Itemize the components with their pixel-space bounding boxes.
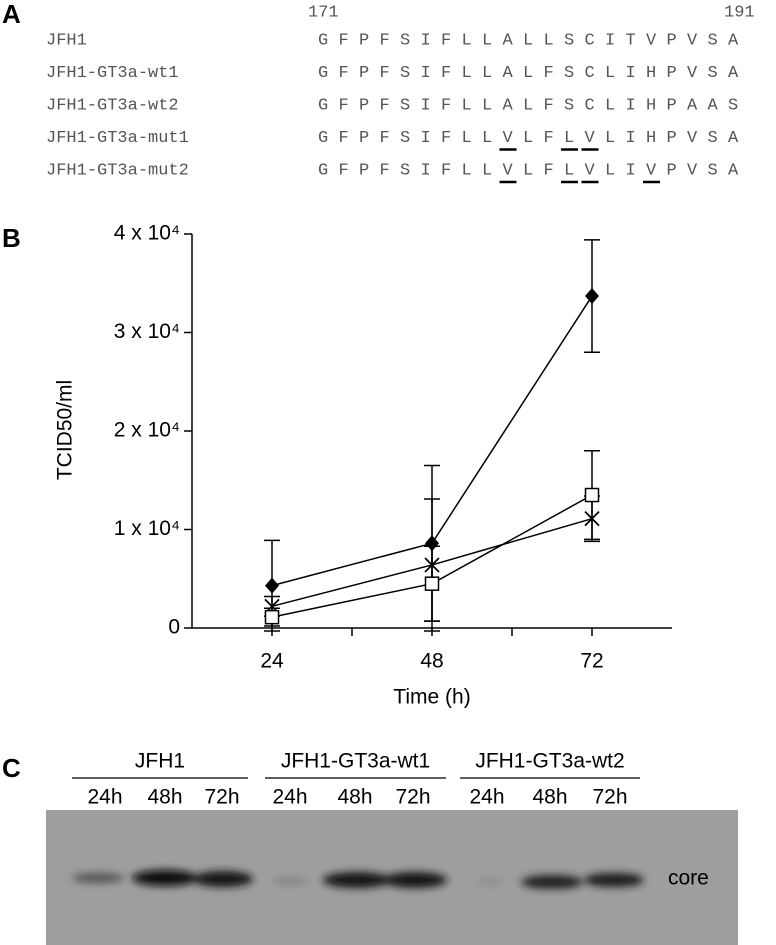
group-label: JFH1-GT3a-wt1 [281,750,430,773]
marker [265,577,279,594]
group-label: JFH1-GT3a-wt2 [475,750,624,773]
y-tick-label: 4 x 10⁴ [114,222,180,245]
y-tick-label: 0 [168,616,180,639]
x-tick-label: 24 [260,650,284,673]
lane-label: 24h [272,786,307,809]
band [72,873,124,883]
marker [585,288,599,305]
group-label: JFH1 [135,750,185,773]
marker [424,557,440,573]
blot-header: JFH1 24h 48h 72h JFH1-GT3a-wt1 24h 48h 72h JFH1-… [72,750,640,809]
row-name: JFH1-GT3a-mut1 [46,129,189,148]
marker [264,609,280,625]
panel-label: B [2,223,21,253]
row-name: JFH1-GT3a-wt2 [46,96,179,115]
sequence: GFPFSIFLLVLFLVLIHPVSA [318,129,739,148]
sequence: GFPFSIFLLVLFLVLIVPVSA [318,161,739,180]
lane-label: 24h [469,786,504,809]
range-start: 171 [308,3,339,22]
panel-label: A [2,0,21,29]
band-label: core [668,867,709,890]
y-tick-label: 1 x 10⁴ [114,517,180,540]
y-axis-title: TCID50/ml [54,380,77,480]
sequence: GFPFSIFLLALLSCITVPVSA [318,31,739,50]
row-name: JFH1 [46,31,87,50]
band [521,875,583,889]
lane-label: 48h [532,786,567,809]
band [272,877,308,885]
lane-label: 24h [87,786,122,809]
band [584,873,644,887]
range-end: 191 [724,3,755,22]
panel-label: C [2,753,21,783]
row-name: JFH1-GT3a-mut2 [46,161,189,180]
x-tick-label: 72 [580,650,603,673]
bands [72,870,644,889]
sequence: GFPFSIFLLALFSCLIHPAAS [318,96,738,115]
alignment: JFH1 GFPFSIFLLALLSCITVPVSA JFH1-GT3a-wt1 GF… [46,31,739,184]
sequence: GFPFSIFLLALFSCLIHPVSA [318,64,739,83]
band [193,871,253,887]
lane-label: 72h [204,786,239,809]
band [323,872,391,888]
x-tick-label: 48 [420,650,443,673]
lane-label: 72h [395,786,430,809]
row-name: JFH1-GT3a-wt1 [46,64,179,83]
plot: 0 1 x 10⁴ 2 x 10⁴ 3 x 10⁴ 4 x 10⁴ 24 48 72 [114,222,672,673]
lane-label: 48h [147,786,182,809]
marker [584,487,600,503]
marker [424,576,440,591]
marker [425,535,439,552]
marker [584,511,600,527]
band [383,872,447,888]
lane-label: 72h [592,786,627,809]
x-axis-title: Time (h) [393,686,470,709]
y-tick-label: 2 x 10⁴ [114,419,180,442]
y-tick-label: 3 x 10⁴ [114,320,180,343]
band [132,870,198,886]
lane-label: 48h [337,786,372,809]
band [476,879,504,885]
